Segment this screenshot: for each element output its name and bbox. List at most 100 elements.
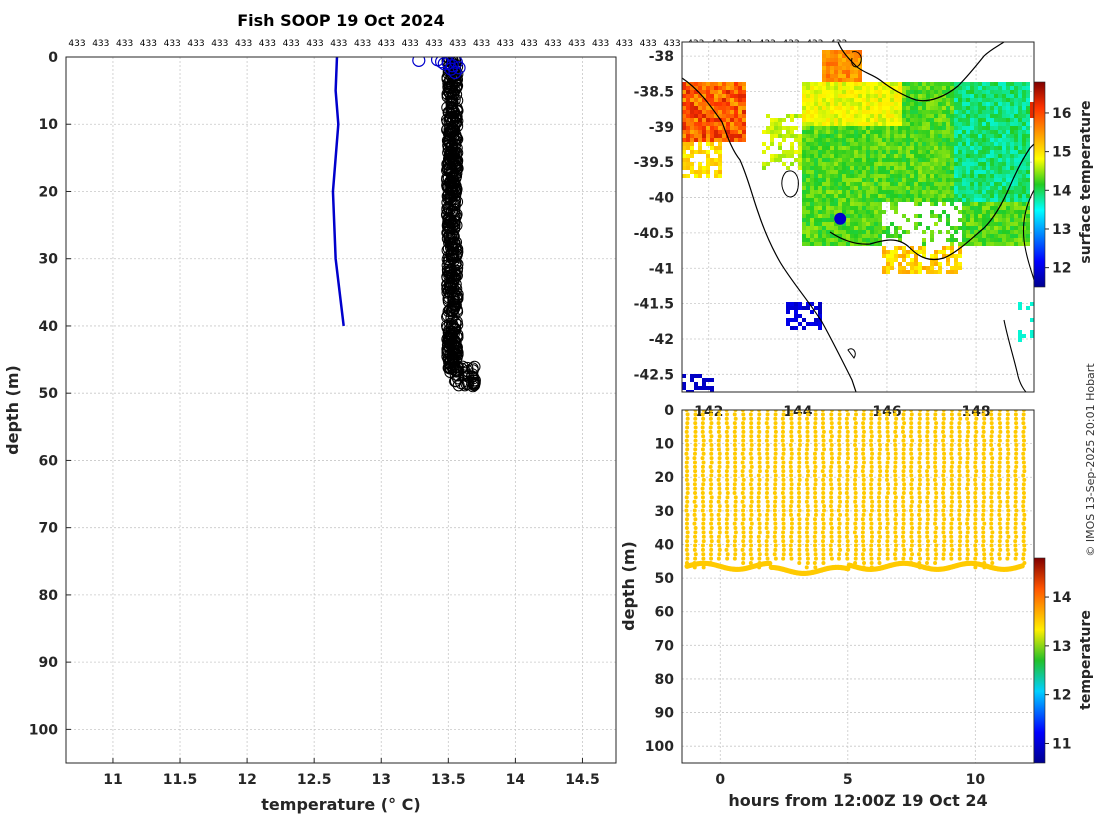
section-point bbox=[845, 508, 850, 513]
section-point bbox=[836, 517, 841, 522]
sst-pixel bbox=[954, 118, 958, 122]
sst-pixel bbox=[830, 94, 834, 98]
sst-pixel bbox=[902, 158, 906, 162]
section-point bbox=[805, 442, 810, 447]
sst-pixel bbox=[966, 146, 970, 150]
section-point bbox=[797, 556, 802, 561]
section-point bbox=[925, 469, 930, 474]
sst-pixel bbox=[970, 202, 974, 206]
sst-pixel bbox=[1030, 114, 1034, 118]
section-point bbox=[716, 469, 721, 474]
sst-pixel bbox=[966, 134, 970, 138]
sst-pixel bbox=[822, 94, 826, 98]
sst-pixel bbox=[906, 170, 910, 174]
sst-pixel bbox=[798, 114, 802, 118]
sst-pixel bbox=[934, 166, 938, 170]
sst-pixel bbox=[718, 106, 722, 110]
sst-pixel bbox=[730, 130, 734, 134]
sst-pixel bbox=[918, 214, 922, 218]
x-tick-label: 12.5 bbox=[297, 772, 332, 788]
sst-pixel bbox=[962, 130, 966, 134]
section-point bbox=[853, 460, 858, 465]
section-point bbox=[733, 460, 738, 465]
section-point bbox=[693, 421, 698, 426]
sst-pixel bbox=[974, 158, 978, 162]
section-point bbox=[789, 434, 794, 439]
sst-pixel bbox=[922, 166, 926, 170]
section-point bbox=[845, 539, 850, 544]
sst-pixel bbox=[710, 98, 714, 102]
sst-pixel bbox=[862, 186, 866, 190]
sst-pixel bbox=[814, 318, 818, 322]
sst-pixel bbox=[774, 154, 778, 158]
sst-pixel bbox=[706, 98, 710, 102]
sst-pixel bbox=[802, 318, 806, 322]
sst-pixel bbox=[966, 234, 970, 238]
sst-pixel bbox=[814, 114, 818, 118]
sst-pixel bbox=[1026, 190, 1030, 194]
section-point bbox=[933, 416, 938, 421]
section-point bbox=[709, 495, 714, 500]
sst-pixel bbox=[982, 166, 986, 170]
sst-pixel bbox=[710, 378, 714, 382]
observation-point bbox=[445, 227, 458, 240]
section-point bbox=[757, 477, 762, 482]
sst-pixel bbox=[802, 126, 806, 130]
sst-pixel bbox=[950, 90, 954, 94]
sst-pixel bbox=[866, 138, 870, 142]
sst-pixel bbox=[726, 134, 730, 138]
sst-pixel bbox=[994, 190, 998, 194]
sst-pixel bbox=[698, 126, 702, 130]
section-point bbox=[780, 416, 785, 421]
sst-pixel bbox=[898, 190, 902, 194]
sst-pixel bbox=[694, 98, 698, 102]
sst-pixel bbox=[714, 110, 718, 114]
section-point bbox=[949, 556, 954, 561]
sst-pixel bbox=[974, 90, 978, 94]
section-point bbox=[764, 552, 769, 557]
section-point bbox=[764, 547, 769, 552]
sst-pixel bbox=[806, 138, 810, 142]
sst-pixel bbox=[870, 202, 874, 206]
section-point bbox=[910, 539, 915, 544]
section-point bbox=[789, 486, 794, 491]
sst-pixel bbox=[874, 222, 878, 226]
section-point bbox=[805, 560, 810, 565]
section-point bbox=[853, 552, 858, 557]
sst-pixel bbox=[982, 86, 986, 90]
sst-pixel bbox=[854, 150, 858, 154]
sst-pixel bbox=[990, 186, 994, 190]
sst-pixel bbox=[686, 166, 690, 170]
sst-pixel bbox=[930, 210, 934, 214]
sst-pixel bbox=[886, 170, 890, 174]
sst-pixel bbox=[990, 230, 994, 234]
section-point bbox=[973, 508, 978, 513]
sst-pixel bbox=[962, 158, 966, 162]
sst-pixel bbox=[886, 142, 890, 146]
sst-pixel bbox=[902, 266, 906, 270]
section-point bbox=[821, 438, 826, 443]
sst-pixel bbox=[818, 110, 822, 114]
sst-pixel bbox=[846, 62, 850, 66]
sst-pixel bbox=[822, 70, 826, 74]
section-point bbox=[925, 486, 930, 491]
sst-pixel bbox=[718, 150, 722, 154]
sst-pixel bbox=[806, 158, 810, 162]
sst-pixel bbox=[1018, 114, 1022, 118]
section-point bbox=[788, 460, 793, 465]
sst-pixel bbox=[682, 162, 686, 166]
section-point bbox=[886, 486, 891, 491]
sst-pixel bbox=[898, 118, 902, 122]
sst-pixel bbox=[938, 82, 942, 86]
section-point bbox=[837, 530, 842, 535]
sst-pixel bbox=[734, 122, 738, 126]
sst-pixel bbox=[910, 190, 914, 194]
sst-pixel bbox=[986, 206, 990, 210]
section-point bbox=[989, 543, 994, 548]
sst-pixel bbox=[846, 94, 850, 98]
section-point bbox=[982, 552, 987, 557]
sst-pixel bbox=[802, 114, 806, 118]
section-point bbox=[853, 442, 858, 447]
section-point bbox=[781, 482, 786, 487]
sst-pixel bbox=[1010, 114, 1014, 118]
